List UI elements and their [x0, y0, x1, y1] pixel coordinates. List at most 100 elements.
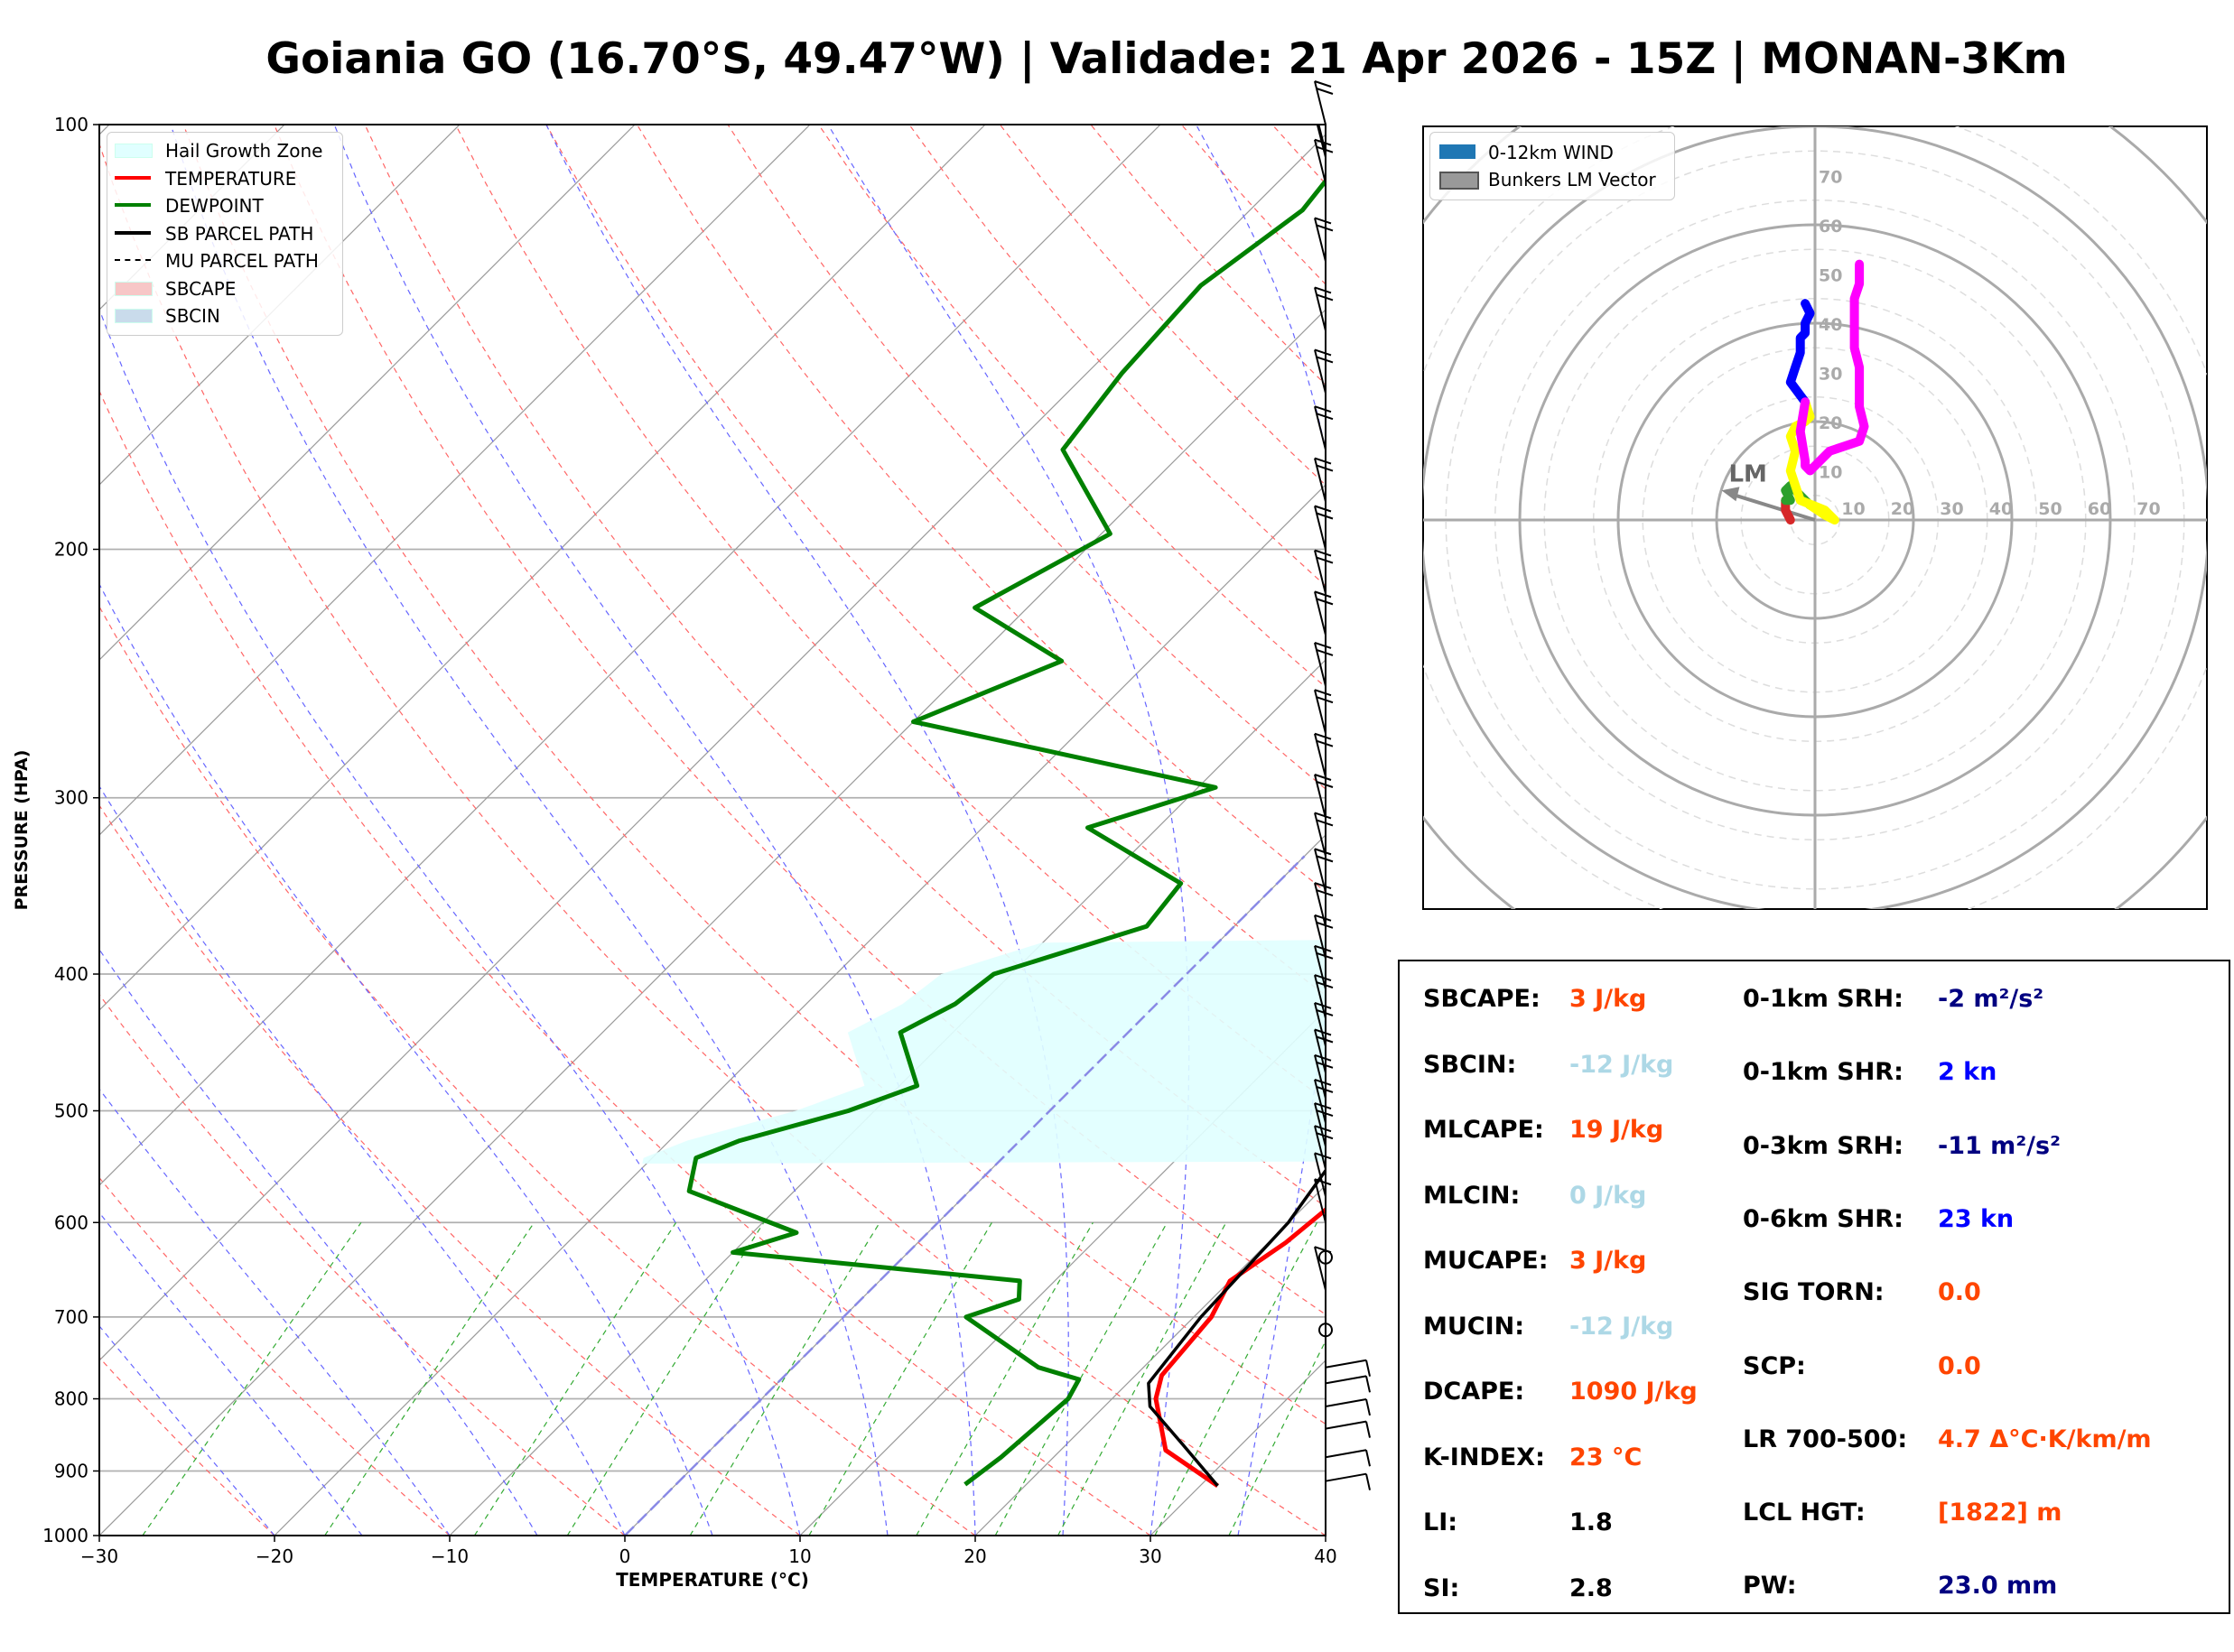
barb-flag — [1316, 921, 1334, 929]
hodo-ring-label: 20 — [1819, 413, 1842, 433]
mixing-ratio-line — [994, 1222, 1168, 1536]
x-tick-label: 20 — [963, 1545, 986, 1567]
wind-barb — [1314, 457, 1334, 502]
y-tick-label: 1000 — [42, 1525, 88, 1546]
wind-barb — [1314, 642, 1334, 687]
stat-value: 23 °C — [1569, 1443, 1643, 1471]
barb-flag — [1314, 1125, 1332, 1133]
stat-value: [1822] m — [1938, 1499, 2062, 1527]
barb-flag — [1314, 882, 1332, 890]
legend-swatch — [115, 259, 151, 261]
stat-value: -11 m²/s² — [1938, 1131, 2061, 1160]
isotherm-line — [99, 125, 1161, 1186]
hodograph-legend: 0-12km WIND Bunkers LM Vector — [1429, 132, 1675, 200]
stat-value: 2.8 — [1569, 1573, 1613, 1602]
stat-label: MLCAPE: — [1423, 1116, 1544, 1144]
wind-barb — [1314, 974, 1334, 1019]
stat-label: 0-3km SRH: — [1743, 1131, 1904, 1160]
calm-wind-circle — [1318, 1323, 1333, 1338]
isotherm-line — [99, 134, 1326, 1361]
barb-flag — [1316, 293, 1334, 302]
dry-adiabat — [99, 142, 1326, 1536]
wind-barb — [1314, 812, 1334, 857]
barb-staff — [1314, 642, 1326, 687]
dry-adiabat — [182, 125, 1326, 1425]
barb-flag — [1316, 145, 1334, 153]
moist-adiabat — [99, 1088, 451, 1536]
barb-flag — [1316, 781, 1334, 788]
stat-label: LR 700-500: — [1743, 1425, 1908, 1453]
wind-barb — [1325, 1359, 1371, 1377]
legend-label: DEWPOINT — [165, 195, 264, 217]
stat-value: 3 J/kg — [1569, 1247, 1647, 1275]
mixing-ratio-line — [1228, 1340, 1326, 1536]
moist-adiabat — [827, 125, 1190, 1536]
stat-value: 3 J/kg — [1569, 985, 1647, 1013]
wind-barb — [1314, 1102, 1334, 1147]
barb-flag — [1314, 549, 1332, 557]
barb-flag — [1314, 286, 1332, 294]
barb-flag — [1365, 1450, 1371, 1467]
dry-adiabat — [99, 804, 801, 1536]
dry-adiabat — [454, 125, 1326, 1101]
page-title: Goiania GO (16.70°S, 49.47°W) | Validade… — [265, 34, 2068, 84]
barb-staff — [1314, 80, 1326, 125]
stat-value: -2 m²/s² — [1938, 985, 2044, 1013]
barb-flag — [1314, 1246, 1332, 1254]
wind-barb — [1325, 1449, 1371, 1467]
isotherm-line — [799, 1009, 1326, 1536]
moist-adiabat — [99, 308, 801, 1536]
stat-label: MUCIN: — [1423, 1312, 1525, 1341]
stat-label: K-INDEX: — [1423, 1443, 1545, 1471]
barb-staff — [1314, 689, 1326, 734]
hodo-ring-label: 40 — [1819, 315, 1842, 335]
wind-barb — [1325, 1397, 1371, 1416]
y-tick-label: 800 — [54, 1388, 88, 1410]
barb-staff — [1314, 733, 1326, 777]
hodograph-plot: 10 10 20 20 30 30 40 40 50 50 60 60 70 70 LM — [1422, 125, 2208, 910]
barb-flag — [1316, 464, 1334, 472]
skewt-legend: Hail Growth Zone TEMPERATURE DEWPOINT SB PA… — [107, 132, 343, 336]
barb-staff — [1314, 218, 1326, 262]
stat-value: -12 J/kg — [1569, 1312, 1674, 1341]
wind-barb — [1314, 1246, 1332, 1291]
stat-label: SBCIN: — [1423, 1050, 1517, 1079]
legend-swatch — [115, 309, 153, 323]
barb-flag — [1314, 590, 1332, 599]
hodo-ring-label: 50 — [1819, 266, 1842, 286]
hodo-ring-label: 50 — [2038, 499, 2062, 519]
hodo-segment-6-9km — [1785, 299, 1815, 407]
barb-flag — [1316, 1009, 1334, 1016]
legend-swatch — [115, 281, 153, 296]
legend-label: 0-12km WIND — [1488, 142, 1614, 163]
y-tick-label: 700 — [54, 1306, 88, 1328]
hail-growth-zone — [642, 940, 1326, 1164]
x-tick-label: 10 — [788, 1545, 811, 1567]
y-tick-label: 400 — [54, 963, 88, 985]
wind-barb — [1314, 348, 1334, 394]
barb-flag — [1314, 1002, 1332, 1009]
isotherm-line — [99, 125, 811, 836]
barb-staff — [1314, 774, 1326, 819]
wind-barb — [1314, 1152, 1332, 1197]
barb-flag — [1365, 1473, 1371, 1490]
barb-flag — [1316, 598, 1334, 606]
isotherm-line — [99, 309, 1326, 1536]
legend-swatch — [115, 230, 151, 235]
isotherm-line — [449, 659, 1326, 1536]
x-tick-label: 0 — [619, 1545, 631, 1567]
barb-flag — [1316, 1061, 1334, 1069]
moist-adiabat — [170, 125, 889, 1536]
barb-flag — [1365, 1398, 1371, 1416]
barb-flag — [1316, 413, 1334, 421]
wind-barb — [1314, 138, 1334, 183]
barb-flag — [1316, 1035, 1334, 1044]
wind-barb — [1314, 505, 1334, 550]
x-tick-label: 30 — [1139, 1545, 1161, 1567]
barb-staff — [1314, 349, 1326, 394]
hodo-ring-label: 60 — [1819, 217, 1842, 237]
wind-barb — [1314, 1178, 1332, 1223]
hodograph-clip-area: 10 10 20 20 30 30 40 40 50 50 60 60 70 70 LM — [1423, 126, 2207, 909]
wind-barb — [1314, 590, 1334, 636]
barb-flag — [1316, 819, 1334, 827]
